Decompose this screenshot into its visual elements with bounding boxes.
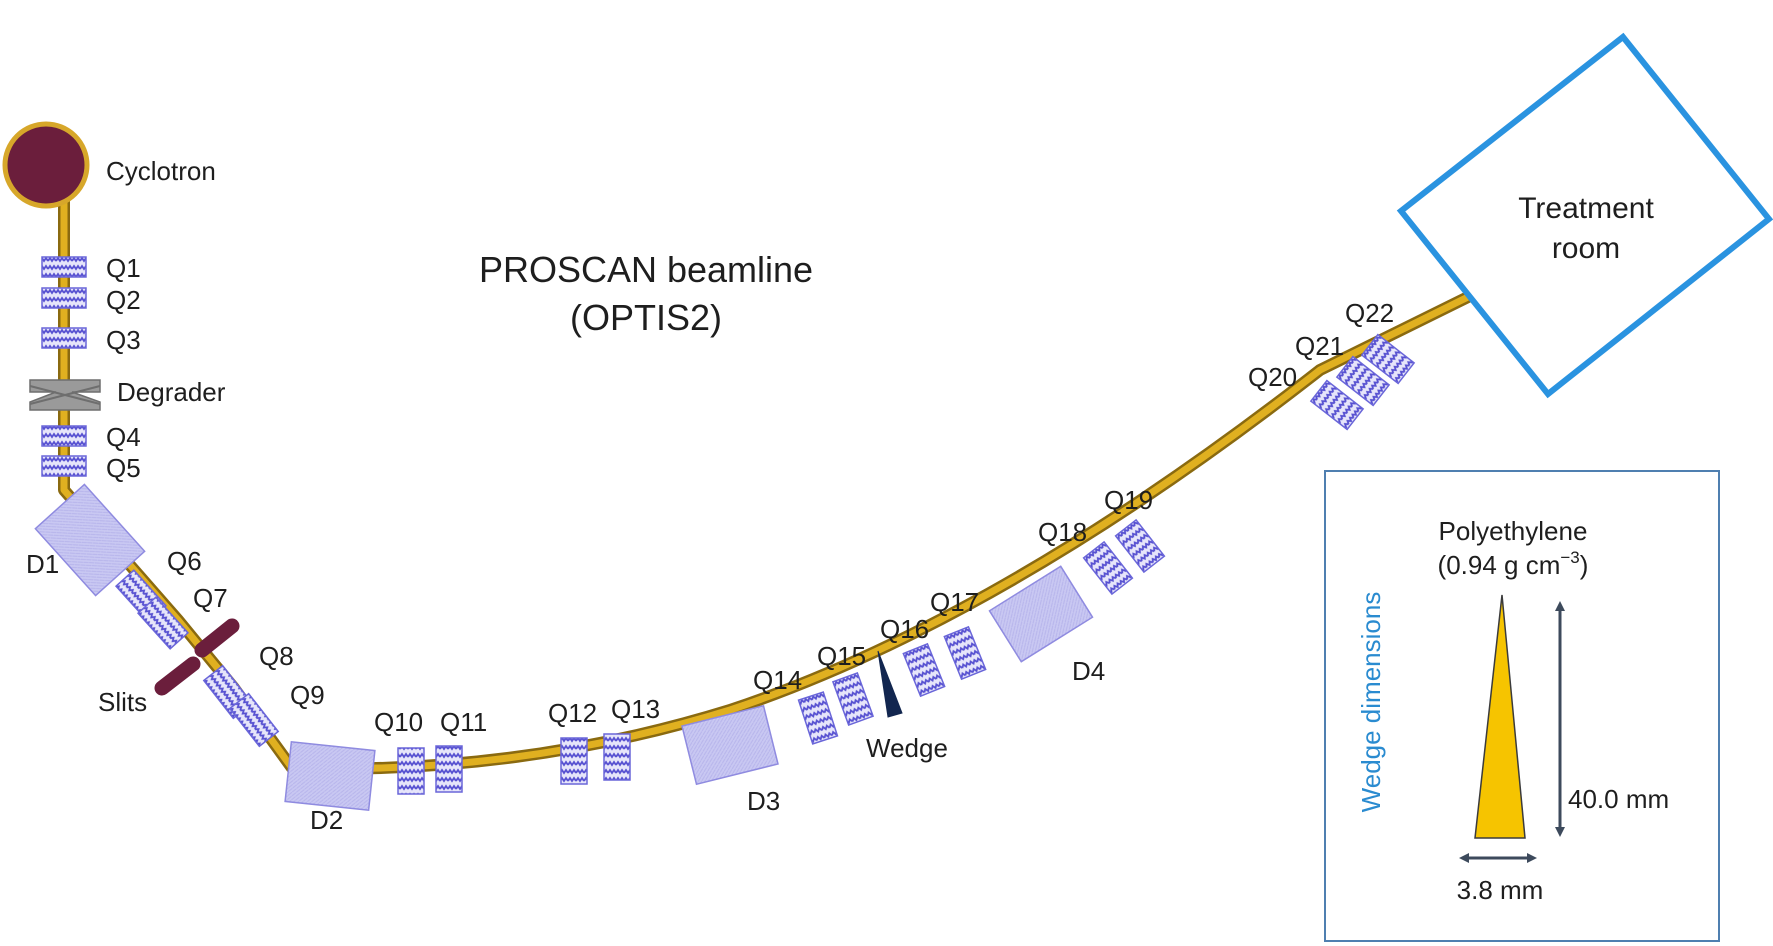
q14-label: Q14 <box>753 665 802 695</box>
q19-label: Q19 <box>1104 485 1153 515</box>
q18-label: Q18 <box>1038 517 1087 547</box>
quadrupole-q17: Q17 <box>930 587 987 681</box>
inset-material: Polyethylene <box>1439 516 1588 546</box>
quadrupole-q15: Q15 <box>817 641 875 727</box>
quadrupole-q11: Q11 <box>435 707 487 793</box>
title-line1: PROSCAN beamline <box>479 249 813 290</box>
d4-label: D4 <box>1072 656 1105 686</box>
density-prefix: (0.94 g cm <box>1438 550 1561 580</box>
treatment-room-label-line2: room <box>1552 232 1620 265</box>
dipole-d4: D4 <box>988 565 1105 686</box>
quadrupole-q3: Q3 <box>41 325 141 355</box>
degrader-label: Degrader <box>117 377 226 407</box>
inset-density: (0.94 g cm−3) <box>1438 548 1589 580</box>
dipole-d1: D1 <box>26 483 146 597</box>
d3-label: D3 <box>747 786 780 816</box>
q9-label: Q9 <box>290 680 325 710</box>
wedge-shape <box>1474 594 1526 839</box>
q22-label: Q22 <box>1345 298 1394 328</box>
cyclotron: Cyclotron <box>2 121 216 209</box>
quadrupole-q14: Q14 <box>753 665 839 745</box>
q1-label: Q1 <box>106 253 141 283</box>
q6-label: Q6 <box>167 546 202 576</box>
q3-label: Q3 <box>106 325 141 355</box>
height-label: 40.0 mm <box>1568 784 1669 814</box>
q13-label: Q13 <box>611 694 660 724</box>
dipole-d2: D2 <box>284 740 376 835</box>
quadrupole-q20: Q20 <box>1248 362 1365 431</box>
q20-label: Q20 <box>1248 362 1297 392</box>
quadrupole-q13: Q13 <box>603 694 660 781</box>
q11-label: Q11 <box>440 707 487 737</box>
quadrupole-q9: Q9 <box>228 680 325 748</box>
quadrupole-q2: Q2 <box>41 285 141 315</box>
d2-label: D2 <box>310 805 343 835</box>
dipole-d3: D3 <box>681 704 780 816</box>
density-suffix: ) <box>1580 550 1589 580</box>
q12-label: Q12 <box>548 698 597 728</box>
d1-label: D1 <box>26 549 59 579</box>
wedge-dimensions-inset: Wedge dimensions Polyethylene (0.94 g cm… <box>1324 470 1720 942</box>
quadrupole-q12: Q12 <box>548 698 597 785</box>
q5-label: Q5 <box>106 453 141 483</box>
q2-label: Q2 <box>106 285 141 315</box>
q17-label: Q17 <box>930 587 979 617</box>
quadrupole-q18: Q18 <box>1038 517 1134 596</box>
q15-label: Q15 <box>817 641 866 671</box>
wedge-label: Wedge <box>866 733 948 763</box>
q21-label: Q21 <box>1295 331 1344 361</box>
inset-title: Wedge dimensions <box>1356 592 1386 813</box>
diagram-title: PROSCAN beamline (OPTIS2) <box>479 249 813 338</box>
quadrupole-q16: Q16 <box>880 614 946 698</box>
wedge-marker: Wedge <box>866 650 948 763</box>
quadrupole-q1: Q1 <box>41 253 141 283</box>
degrader: Degrader <box>29 377 226 411</box>
density-exponent: −3 <box>1560 548 1579 567</box>
quadrupole-q21: Q21 <box>1295 331 1391 407</box>
q7-label: Q7 <box>193 583 228 613</box>
width-label: 3.8 mm <box>1457 875 1544 905</box>
title-line2: (OPTIS2) <box>570 297 722 338</box>
treatment-room: Treatment room <box>1396 32 1773 399</box>
cyclotron-label: Cyclotron <box>106 156 216 186</box>
quadrupole-q7: Q7 <box>136 583 228 650</box>
quadrupole-q5: Q5 <box>41 453 141 483</box>
quadrupole-q22: Q22 <box>1345 298 1416 385</box>
slits: Slits <box>98 618 240 717</box>
quadrupole-q10: Q10 <box>374 707 425 795</box>
slits-label: Slits <box>98 687 147 717</box>
treatment-room-label-line1: Treatment <box>1518 192 1654 225</box>
q4-label: Q4 <box>106 422 141 452</box>
q8-label: Q8 <box>259 641 294 671</box>
quadrupole-q4: Q4 <box>41 422 141 452</box>
q16-label: Q16 <box>880 614 929 644</box>
quadrupole-q19: Q19 <box>1104 485 1166 574</box>
q10-label: Q10 <box>374 707 423 737</box>
